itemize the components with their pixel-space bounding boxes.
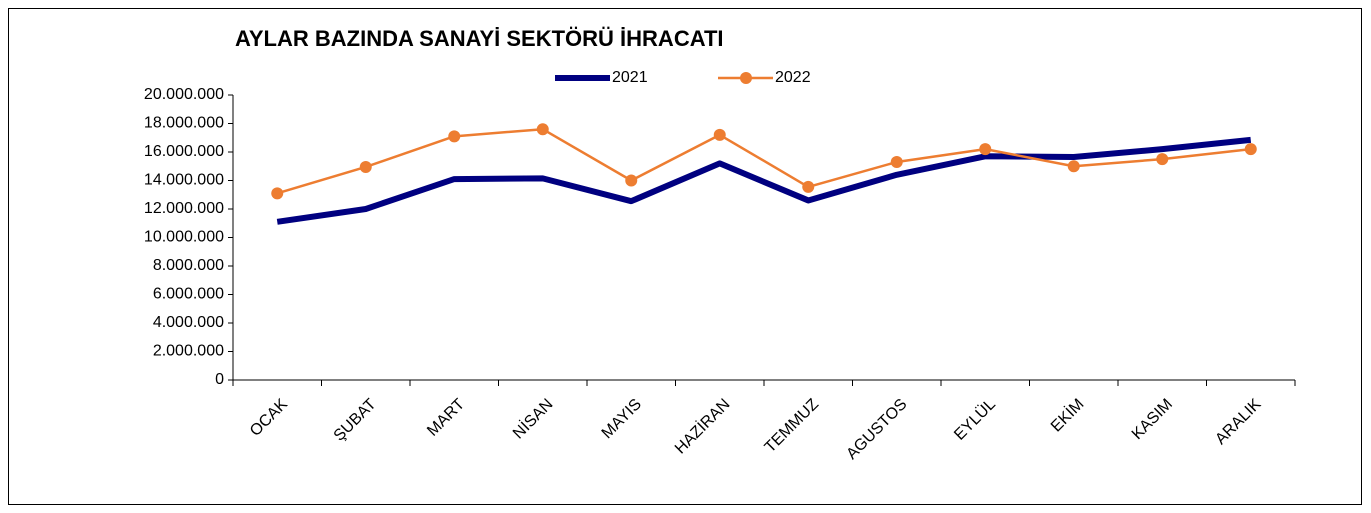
legend-marker (740, 72, 752, 84)
marker (1156, 153, 1169, 166)
y-tick-label: 12.000.000 (144, 200, 224, 217)
marker (713, 128, 726, 141)
y-tick-label: 8.000.000 (153, 257, 224, 274)
marker (271, 187, 284, 200)
marker (1067, 160, 1080, 173)
y-tick-label: 2.000.000 (153, 343, 224, 360)
y-tick-label: 0 (215, 371, 224, 388)
legend-label: 2022 (775, 69, 811, 86)
marker (890, 155, 903, 168)
y-tick-label: 4.000.000 (153, 314, 224, 331)
y-tick-label: 10.000.000 (144, 229, 224, 246)
chart-border (8, 8, 1362, 505)
marker (448, 130, 461, 143)
y-tick-label: 20.000.000 (144, 86, 224, 103)
y-tick-label: 6.000.000 (153, 286, 224, 303)
line-series (276, 136, 1252, 225)
legend-label: 2021 (612, 69, 648, 86)
marker (1244, 143, 1257, 156)
y-tick-label: 16.000.000 (144, 143, 224, 160)
marker (536, 123, 549, 136)
chart-title: AYLAR BAZINDA SANAYİ SEKTÖRÜ İHRACATI (235, 26, 724, 51)
marker (979, 143, 992, 156)
y-tick-label: 14.000.000 (144, 172, 224, 189)
marker (625, 174, 638, 187)
y-tick-label: 18.000.000 (144, 115, 224, 132)
marker (802, 180, 815, 193)
line-series (276, 127, 1251, 195)
marker (359, 160, 372, 173)
